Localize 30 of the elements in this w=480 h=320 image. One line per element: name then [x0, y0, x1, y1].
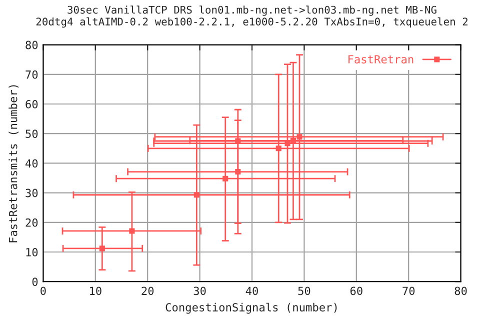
point: [296, 134, 302, 140]
y-tick-label: 40: [26, 159, 38, 168]
point: [235, 169, 241, 175]
x-tick-label: 10: [90, 286, 102, 296]
point: [99, 246, 105, 252]
point: [194, 192, 200, 198]
y-axis-title: FastRetransmits (number): [8, 85, 19, 242]
x-tick-label: 80: [454, 286, 467, 296]
y-tick-label: 30: [26, 188, 38, 198]
point: [222, 176, 228, 182]
x-tick-label: 0: [40, 286, 46, 296]
y-tick-label: 60: [26, 100, 38, 108]
y-tick-label: 0: [32, 278, 38, 286]
x-tick-label: 70: [402, 286, 415, 296]
point: [290, 138, 296, 144]
point: [276, 146, 282, 152]
x-tick-label: 50: [298, 286, 310, 296]
y-tick-label: 80: [26, 40, 38, 50]
y-tick-label: 70: [26, 70, 38, 79]
x-tick-label: 20: [142, 286, 154, 296]
y-tick-label: 20: [26, 218, 38, 227]
y-tick-label: 10: [26, 248, 38, 256]
chart-title: 30sec VanillaTCP DRS lon01.mb-ng.net->lon03.mb-ng.net MB-NG 20dtg4 altAIMD-0.2 web100-2.2.1, e1000-5.2.20 TxAbsIn=0, txqueuelen 2: [36, 6, 468, 28]
x-tick-label: 40: [246, 286, 258, 296]
x-axis-title: CongestionSignals (number): [166, 302, 337, 314]
x-tick-label: 30: [194, 286, 206, 296]
point: [129, 228, 135, 234]
y-tick-label: 50: [26, 130, 38, 138]
legend-label: FastRetran: [348, 55, 414, 64]
x-tick-label: 60: [350, 286, 362, 296]
